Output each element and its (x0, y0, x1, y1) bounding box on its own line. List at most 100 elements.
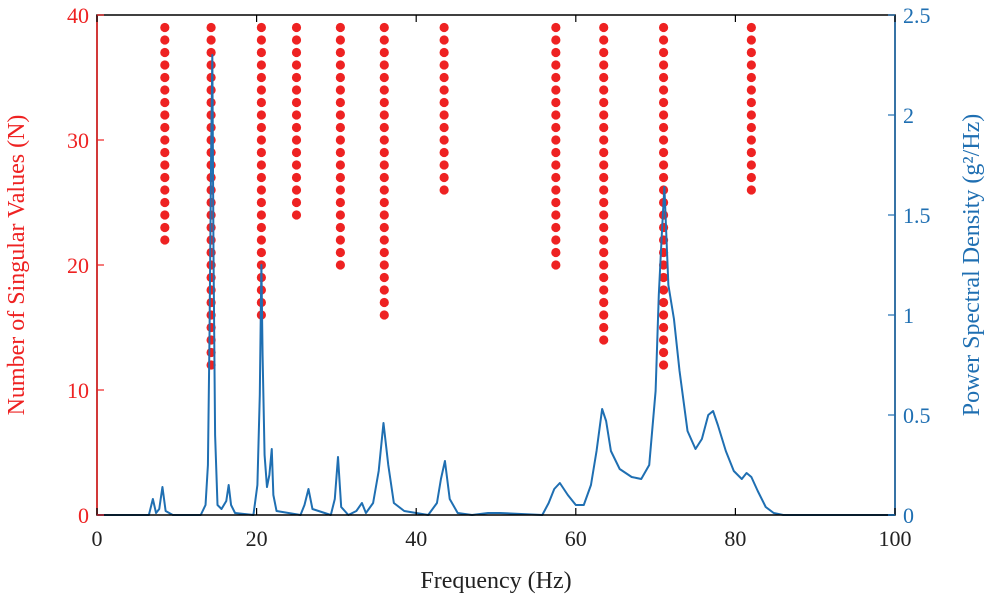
singular-value-dot (551, 147, 561, 158)
left-y-axis-ticks: 0 10 20 30 40 (67, 3, 104, 528)
singular-value-dot (291, 72, 302, 83)
singular-value-dot (256, 247, 266, 258)
singular-value-dot (599, 185, 609, 195)
singular-value-dot (658, 360, 669, 370)
singular-value-dot (599, 197, 609, 208)
right-y-tick-label: 0.5 (903, 403, 931, 428)
singular-value-dot (291, 185, 302, 195)
right-y-tick-label: 2 (903, 103, 914, 128)
singular-value-dot (439, 135, 449, 145)
singular-value-dot (160, 185, 170, 195)
singular-value-dot (291, 85, 302, 95)
singular-value-dot (206, 35, 216, 45)
singular-value-dot (160, 172, 170, 183)
singular-value-dot (379, 285, 389, 295)
x-axis-title: Frequency (Hz) (420, 568, 571, 594)
singular-value-dot (291, 135, 302, 145)
singular-value-dot (335, 72, 345, 83)
singular-value-dot (256, 222, 266, 233)
singular-value-dot (746, 72, 756, 83)
singular-value-dot (439, 122, 449, 133)
singular-value-dot (335, 60, 345, 70)
singular-value-dot (379, 222, 389, 233)
x-tick-label: 20 (246, 526, 268, 551)
singular-value-dot (379, 260, 389, 270)
singular-value-stacks (160, 22, 756, 370)
right-y-tick-label: 1 (903, 303, 914, 328)
right-y-tick-label: 2.5 (903, 3, 931, 28)
x-tick-label: 100 (879, 526, 912, 551)
singular-value-dot (335, 135, 345, 145)
singular-value-dot (746, 185, 756, 195)
singular-value-dot (746, 35, 756, 45)
singular-value-dot (379, 97, 389, 108)
right-y-axis-title: Power Spectral Density (g²/Hz) (959, 114, 985, 416)
singular-value-dot (658, 172, 669, 183)
singular-value-dot (551, 60, 561, 70)
psd-series-line (97, 54, 895, 516)
singular-value-dot (599, 47, 609, 58)
singular-value-dot (658, 47, 669, 58)
singular-value-dot (160, 222, 170, 233)
right-y-axis-ticks: 0 0.5 1 1.5 2 2.5 (888, 3, 931, 528)
singular-value-dot (658, 272, 669, 283)
singular-value-dot (746, 47, 756, 58)
singular-value-dot (599, 110, 609, 120)
singular-value-dot (206, 47, 216, 58)
singular-value-dot (599, 285, 609, 295)
singular-value-dot (551, 247, 561, 258)
singular-value-dot (658, 285, 669, 295)
singular-value-dot (379, 35, 389, 45)
left-y-tick-label: 0 (78, 503, 89, 528)
singular-value-dot (335, 172, 345, 183)
singular-value-dot (160, 210, 170, 220)
singular-value-dot (256, 185, 266, 195)
singular-value-dot (335, 160, 345, 170)
singular-value-dot (291, 35, 302, 45)
singular-stack (379, 22, 389, 320)
singular-value-dot (291, 210, 302, 220)
singular-value-dot (439, 35, 449, 45)
singular-value-dot (291, 122, 302, 133)
singular-value-dot (746, 110, 756, 120)
singular-stack (291, 22, 302, 220)
singular-value-dot (599, 247, 609, 258)
singular-value-dot (256, 85, 266, 95)
singular-value-dot (160, 135, 170, 145)
x-tick-label: 40 (405, 526, 427, 551)
singular-value-dot (658, 335, 669, 345)
singular-value-dot (379, 110, 389, 120)
singular-value-dot (551, 197, 561, 208)
singular-value-dot (160, 235, 170, 245)
singular-stack (335, 22, 345, 270)
singular-value-dot (256, 47, 266, 58)
singular-value-dot (658, 35, 669, 45)
singular-value-dot (291, 147, 302, 158)
singular-value-dot (160, 147, 170, 158)
singular-value-dot (599, 85, 609, 95)
singular-value-dot (746, 60, 756, 70)
singular-value-dot (746, 85, 756, 95)
singular-value-dot (256, 235, 266, 245)
singular-value-dot (256, 160, 266, 170)
singular-value-dot (658, 110, 669, 120)
singular-value-dot (599, 22, 609, 33)
singular-value-dot (439, 97, 449, 108)
singular-value-dot (599, 335, 609, 345)
singular-stack (160, 22, 170, 245)
singular-value-dot (160, 60, 170, 70)
singular-value-dot (379, 22, 389, 33)
singular-value-dot (206, 22, 216, 33)
singular-value-dot (599, 235, 609, 245)
singular-value-dot (439, 172, 449, 183)
singular-value-dot (256, 60, 266, 70)
singular-value-dot (599, 210, 609, 220)
singular-value-dot (335, 122, 345, 133)
singular-value-dot (658, 72, 669, 83)
singular-value-dot (551, 185, 561, 195)
singular-value-dot (658, 160, 669, 170)
singular-value-dot (335, 197, 345, 208)
singular-value-dot (335, 185, 345, 195)
singular-value-dot (160, 22, 170, 33)
